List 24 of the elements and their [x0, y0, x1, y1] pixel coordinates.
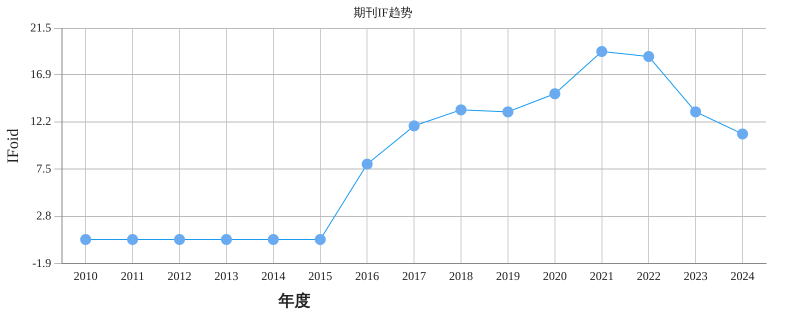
- x-tick-label: 2021: [590, 268, 614, 283]
- chart-title: 期刊IF趋势: [354, 5, 412, 20]
- x-tick-label: 2013: [214, 268, 238, 283]
- x-tick-label: 2011: [120, 268, 144, 283]
- y-tick-label: 12.2: [30, 114, 52, 128]
- x-tick-label: 2024: [730, 268, 755, 283]
- y-axis-title: IFoid: [4, 128, 22, 164]
- x-tick-label: 2012: [168, 268, 192, 283]
- y-tick-label: 21.5: [30, 20, 52, 35]
- x-tick-label: 2017: [402, 268, 426, 283]
- y-tick-label: 2.8: [36, 208, 52, 223]
- x-axis-title: 年度: [277, 291, 310, 310]
- x-tick-label: 2016: [355, 268, 380, 283]
- x-tick-label: 2022: [636, 268, 661, 283]
- x-tick-label: 2010: [74, 268, 98, 283]
- x-tick-label: 2015: [308, 268, 332, 283]
- y-tick-label: 16.9: [30, 66, 52, 81]
- x-tick-label: 2023: [684, 268, 708, 283]
- x-tick-label: 2019: [496, 268, 520, 283]
- y-tick-label: -1.9: [32, 256, 52, 270]
- y-tick-label: 7.5: [36, 161, 52, 176]
- x-tick-label: 2018: [449, 268, 474, 283]
- x-tick-label: 2014: [261, 268, 286, 283]
- x-tick-label: 2020: [542, 268, 567, 283]
